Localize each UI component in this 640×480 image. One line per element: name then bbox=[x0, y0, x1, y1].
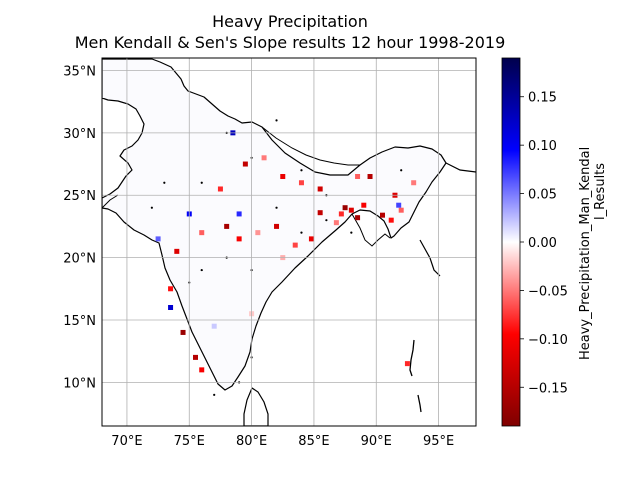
colorbar-tick-label: 0.10 bbox=[528, 139, 557, 154]
trend-cell bbox=[298, 180, 304, 186]
sri-lanka bbox=[243, 387, 269, 426]
colorbar-label-line1: Heavy_Precipitation_Man_Kendal bbox=[578, 146, 593, 360]
trend-cell bbox=[168, 286, 174, 292]
y-tick-labels: 10°N 15°N 20°N 25°N 30°N 35°N bbox=[63, 64, 96, 391]
y-tick-label: 25°N bbox=[63, 189, 96, 204]
grid-dot bbox=[325, 219, 328, 222]
grid-dot bbox=[275, 119, 278, 122]
grid-dot bbox=[200, 268, 203, 272]
trend-cell bbox=[193, 354, 198, 360]
grid-dot bbox=[163, 181, 166, 184]
colorbar-tick-label: 0.00 bbox=[528, 236, 557, 251]
trend-cell bbox=[355, 174, 361, 180]
trend-cell bbox=[338, 211, 344, 217]
y-tick-label: 10°N bbox=[63, 376, 96, 391]
trend-cell bbox=[333, 220, 339, 226]
trend-cell bbox=[398, 207, 404, 213]
colorbar-tick-label: −0.05 bbox=[528, 284, 568, 299]
y-tick-label: 30°N bbox=[63, 127, 96, 142]
trend-cell bbox=[211, 323, 217, 329]
grid-dot bbox=[200, 181, 203, 184]
x-tick-label: 85°E bbox=[298, 434, 329, 449]
trend-cell bbox=[317, 186, 323, 192]
nepal-border bbox=[261, 126, 360, 166]
trend-cell bbox=[236, 236, 242, 242]
trend-cell bbox=[255, 230, 261, 236]
trend-cell bbox=[348, 207, 354, 213]
grid-dot bbox=[275, 206, 278, 209]
x-tick-labels: 70°E 75°E 80°E 85°E 90°E 95°E bbox=[111, 434, 454, 449]
colorbar-ticks: 0.15 0.10 0.05 0.00 −0.05 −0.10 −0.15 bbox=[520, 91, 568, 396]
grid-dot bbox=[400, 169, 403, 172]
trend-cell bbox=[317, 210, 323, 216]
x-tick-label: 90°E bbox=[361, 434, 392, 449]
trend-cell bbox=[199, 367, 205, 373]
trend-cell bbox=[308, 236, 314, 242]
west-border bbox=[102, 194, 119, 209]
myanmar-coast bbox=[419, 162, 476, 277]
trend-cell bbox=[367, 174, 373, 180]
trend-cell bbox=[224, 223, 230, 229]
map-axes-frame bbox=[101, 57, 477, 427]
trend-cell bbox=[280, 174, 286, 180]
trend-cell bbox=[396, 202, 402, 208]
y-tick-label: 15°N bbox=[63, 314, 96, 329]
trend-cell bbox=[404, 361, 410, 367]
trend-cell bbox=[355, 215, 361, 221]
x-tick-label: 80°E bbox=[236, 434, 267, 449]
trend-cell bbox=[236, 211, 242, 217]
trend-cell bbox=[155, 236, 161, 242]
map-gridlines bbox=[102, 58, 476, 426]
colorbar-label-line2: l_Results bbox=[593, 162, 608, 220]
y-tick-label: 20°N bbox=[63, 252, 96, 267]
bangladesh-border bbox=[351, 213, 391, 247]
colorbar-tick-label: −0.15 bbox=[528, 381, 568, 396]
colorbar-tick-label: 0.15 bbox=[528, 91, 557, 106]
andaman-islands bbox=[409, 339, 422, 413]
colorbar bbox=[501, 57, 521, 427]
trend-cell bbox=[174, 248, 180, 254]
trend-cell bbox=[342, 205, 348, 211]
grid-dot bbox=[350, 231, 353, 234]
trend-cell bbox=[380, 212, 385, 218]
trend-cell bbox=[261, 155, 267, 161]
grid-dot bbox=[213, 393, 216, 396]
trend-cell bbox=[274, 223, 280, 229]
grid-dot bbox=[150, 206, 153, 209]
map-subtitle: Men Kendall & Sen's Slope results 12 hou… bbox=[74, 33, 506, 52]
colorbar-label: Heavy_Precipitation_Man_Kendal l_Results bbox=[578, 147, 608, 360]
trend-cell bbox=[180, 329, 186, 335]
map-title: Heavy Precipitation bbox=[212, 12, 368, 31]
trend-cell bbox=[292, 242, 298, 248]
trend-cell bbox=[199, 230, 205, 236]
trend-cell bbox=[242, 161, 248, 167]
colorbar-tick-label: 0.05 bbox=[528, 188, 557, 203]
trend-cell bbox=[217, 186, 223, 192]
y-tick-label: 35°N bbox=[63, 64, 96, 79]
grid-dot bbox=[300, 231, 303, 234]
trend-cell bbox=[388, 217, 394, 223]
trend-cell bbox=[168, 304, 174, 310]
x-tick-label: 70°E bbox=[111, 434, 142, 449]
colorbar-tick-label: −0.10 bbox=[528, 333, 568, 348]
grid-dot bbox=[300, 169, 303, 172]
x-tick-label: 95°E bbox=[423, 434, 454, 449]
x-tick-label: 75°E bbox=[174, 434, 205, 449]
trend-cell bbox=[411, 180, 417, 186]
india-landmass bbox=[102, 58, 447, 391]
trend-cell bbox=[361, 202, 367, 208]
